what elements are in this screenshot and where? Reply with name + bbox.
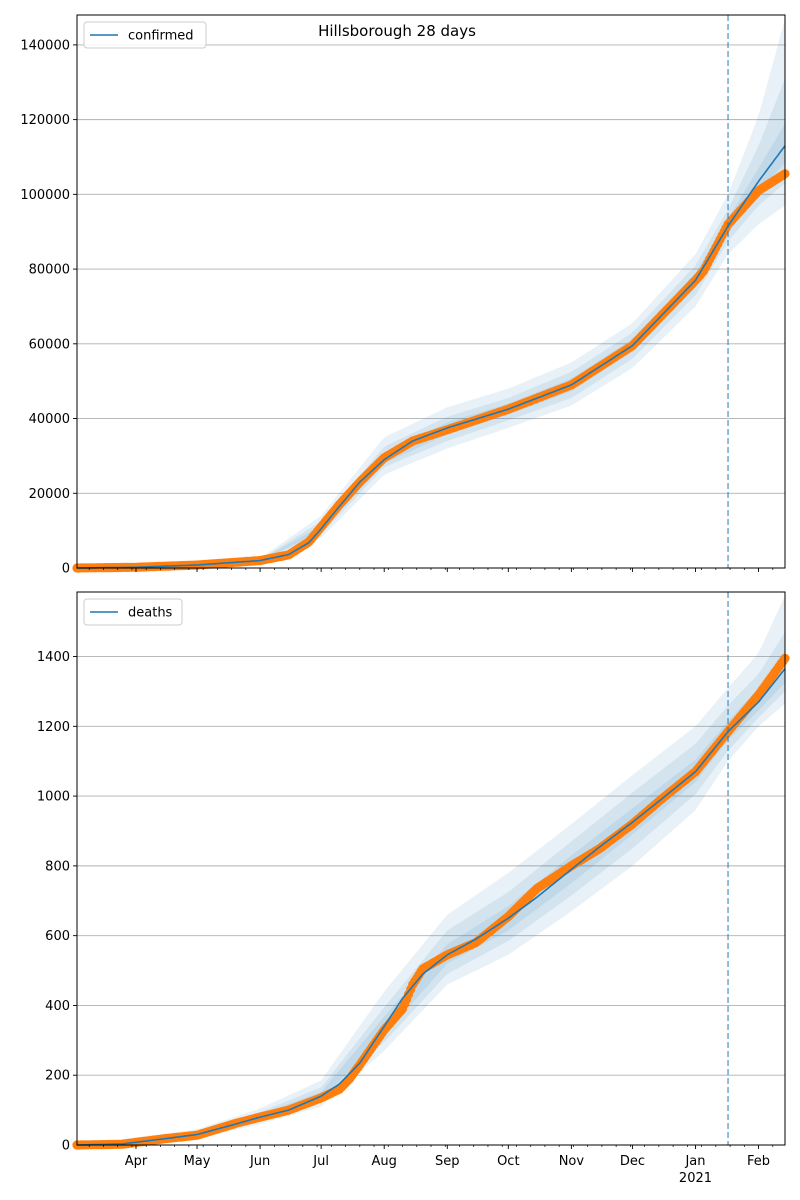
confidence-band-middle [77,78,785,568]
plot-frame [76,14,786,569]
y-tick-label: 60000 [29,337,70,352]
model-line-deaths [77,668,786,1146]
x-tick-label: Apr [125,1154,148,1169]
y-tick-label: 100000 [20,188,70,203]
y-tick-label: 40000 [29,412,70,427]
x-year-label: 2021 [679,1171,712,1186]
y-tick-label: 140000 [20,38,70,53]
x-tick-label: Jun [249,1154,270,1169]
y-tick-label: 80000 [29,263,70,278]
confidence-band-middle [77,632,785,1145]
x-tick-label: Aug [372,1154,397,1169]
y-tick-label: 0 [62,562,70,577]
y-tick-label: 1200 [37,720,70,735]
x-tick-label: May [184,1154,211,1169]
y-tick-label: 0 [62,1139,70,1154]
x-tick-label: Oct [497,1154,519,1169]
confirmed-panel: 0 20000 40000 60000 80000 100000 120000 140000 c… [20,14,790,577]
x-tick-label: Nov [559,1154,585,1169]
y-tick-label: 1400 [37,650,70,665]
y-tick-label: 400 [45,999,70,1014]
legend: confirmed [83,21,207,49]
model-line-confirmed [77,145,786,569]
y-tick-label: 800 [45,859,70,874]
confidence-band-outer [77,595,785,1145]
y-tick-label: 200 [45,1069,70,1084]
x-tick-label: Jul [312,1154,329,1169]
x-tick-label: Jan [684,1154,705,1169]
plot-frame [76,591,786,1146]
y-tick-label: 120000 [20,113,70,128]
y-tick-label: 1000 [37,790,70,805]
y-tick-label: 600 [45,929,70,944]
x-tick-label: Feb [747,1154,770,1169]
deaths-panel: 0 200 400 600 800 1000 1200 1400 Apr May Jun Jul Aug… [37,591,790,1186]
legend-label: confirmed [128,29,194,44]
y-tick-label: 20000 [29,487,70,502]
figure-title: Hillsborough 28 days [318,22,476,40]
legend: deaths [83,598,183,626]
legend-box [83,598,183,626]
legend-label: deaths [128,606,173,621]
x-tick-label: Sep [435,1154,460,1169]
confidence-band-inner [77,651,785,1145]
x-tick-label: Dec [620,1154,645,1169]
confidence-band-inner [77,123,785,569]
legend-box [83,21,207,49]
